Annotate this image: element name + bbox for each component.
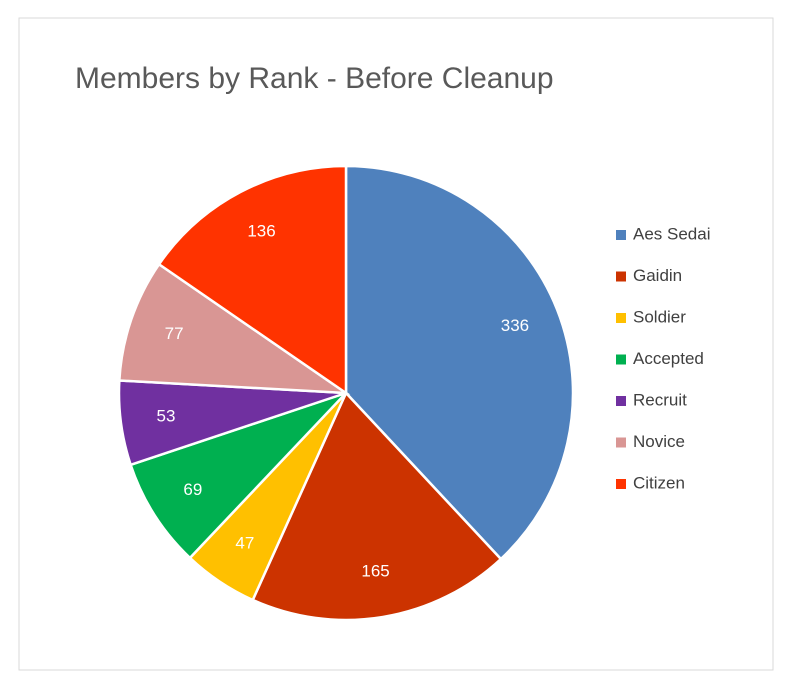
legend-swatch xyxy=(616,271,626,282)
legend-swatch xyxy=(616,396,626,406)
legend-swatch xyxy=(616,313,626,323)
slice-label: 69 xyxy=(183,480,202,499)
pie-slice xyxy=(344,164,575,561)
legend-swatch xyxy=(616,479,626,489)
pie-slice xyxy=(129,391,347,560)
pie-slice xyxy=(118,262,351,395)
legend-label: Recruit xyxy=(633,390,687,409)
slice-label: 77 xyxy=(165,324,184,343)
legend-label: Citizen xyxy=(633,473,685,492)
pie-slice xyxy=(251,390,503,622)
slice-label: 47 xyxy=(235,533,254,552)
pie-slice xyxy=(157,164,348,396)
legend-swatch xyxy=(616,230,626,240)
legend-label: Soldier xyxy=(633,307,686,326)
slice-label: 136 xyxy=(247,222,275,241)
legend-swatch xyxy=(616,437,626,448)
legend-label: Accepted xyxy=(633,349,704,368)
slice-label: 336 xyxy=(501,316,529,335)
legend-swatch xyxy=(616,354,626,365)
legend-label: Aes Sedai xyxy=(633,224,711,243)
slice-label: 53 xyxy=(157,407,176,426)
chart-title: Members by Rank - Before Cleanup xyxy=(75,62,554,95)
legend-label: Gaidin xyxy=(633,266,682,285)
legend-label: Novice xyxy=(633,432,685,451)
slice-label: 165 xyxy=(361,562,389,581)
